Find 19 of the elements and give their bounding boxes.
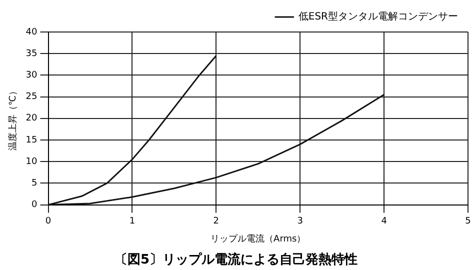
x-tick-label: 3 xyxy=(297,216,303,227)
y-tick-label: 0 xyxy=(32,200,38,210)
y-tick-label: 15 xyxy=(26,135,38,146)
y-tick-label: 40 xyxy=(26,27,38,38)
x-tick-label: 1 xyxy=(129,216,136,227)
y-axis-title: 温度上昇（℃） xyxy=(8,86,19,150)
legend-label: 低ESR型タンタル電解コンデンサー xyxy=(298,10,458,23)
text: 〔図5〕リップル電流による自己発熱特性 xyxy=(114,252,358,268)
x-tick-label: 0 xyxy=(45,216,52,227)
x-axis-title: リップル電流（Arms） xyxy=(210,233,306,244)
y-tick-label: 10 xyxy=(26,156,38,167)
x-tick-label: 2 xyxy=(213,216,220,227)
x-tick-label: 4 xyxy=(381,216,388,227)
y-tick-label: 20 xyxy=(26,114,38,124)
y-tick-label: 5 xyxy=(32,178,38,189)
y-tick-label: 25 xyxy=(26,92,38,102)
y-tick-label: 30 xyxy=(26,70,38,81)
x-tick-label: 5 xyxy=(465,216,471,227)
y-tick-label: 35 xyxy=(26,48,38,59)
